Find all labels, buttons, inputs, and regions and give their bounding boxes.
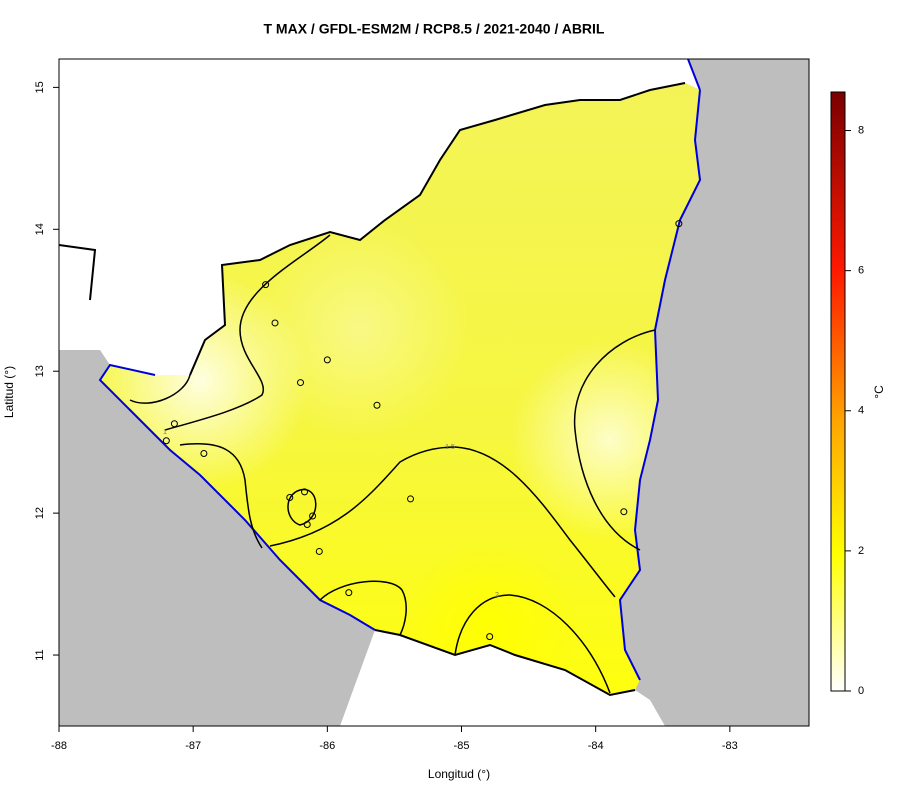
plot-frame [58,58,810,727]
x-tick-label: -84 [588,740,604,752]
station [301,488,309,496]
overlay: 11.52 [129,220,683,694]
y-tick-label: 15 [34,81,46,93]
station [286,494,294,502]
y-axis-label: Latitud (°) [2,366,16,418]
x-axis-label: Longitud (°) [428,767,490,781]
border [189,82,686,697]
station [170,420,178,428]
station [407,495,415,503]
station [373,401,381,409]
station [162,437,170,445]
station [271,319,279,327]
colorbar [830,91,846,692]
station [315,547,323,555]
contour-line [179,443,263,549]
colorbar-tick-label: 2 [858,545,864,557]
x-tick-label: -85 [454,740,470,752]
contour-line [287,488,317,526]
colorbar-tick-label: 4 [858,405,864,417]
station [620,508,628,516]
contour-label: 1 [163,429,167,436]
contour-line [129,374,191,404]
y-tick-label: 13 [34,365,46,377]
x-tick-label: -83 [722,740,738,752]
station [323,356,331,364]
station [675,220,683,228]
station [345,589,353,597]
colorbar-label: °C [872,385,886,399]
station [297,379,305,387]
colorbar-tick-label: 0 [858,685,864,697]
colorbar-tick-label: 6 [858,265,864,277]
contour-line [454,594,611,694]
x-tick-label: -87 [185,740,201,752]
x-tick-label: -86 [319,740,335,752]
station [486,633,494,641]
contour-label: 2 [495,592,499,599]
coastline [98,59,702,681]
colorbar-tick-label: 8 [858,124,864,136]
contour-line [319,580,407,636]
y-tick-label: 12 [34,507,46,519]
contour-line [164,234,331,431]
y-tick-label: 11 [34,649,46,660]
station [262,281,270,289]
border [59,244,97,301]
station [303,520,311,528]
contour-line [573,329,656,551]
y-tick-label: 14 [34,223,46,235]
honduras-land [59,59,700,375]
chart-title: T MAX / GFDL-ESM2M / RCP8.5 / 2021-2040 … [263,21,604,37]
contour-label: 1.5 [445,444,455,451]
contour-line [269,446,616,598]
map-layer: 11.52 [59,59,809,726]
station [200,450,208,458]
costa-rica-land [340,630,665,726]
x-tick-label: -88 [51,740,67,752]
station [309,512,317,520]
